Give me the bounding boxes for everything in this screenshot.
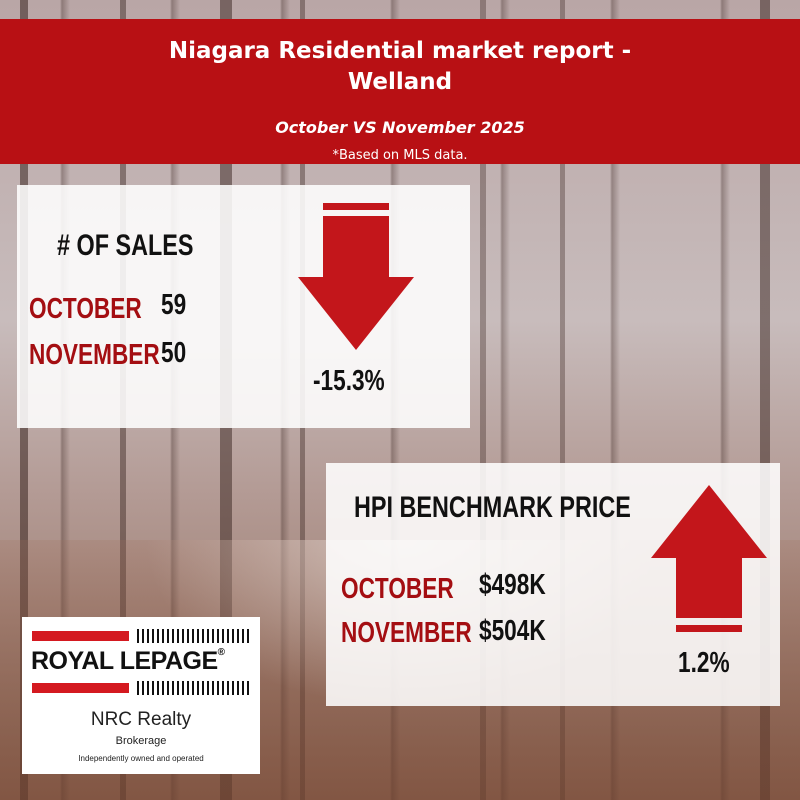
royal-lepage-logo: ROYAL LEPAGE® NRC Realty Brokerage Indep… xyxy=(22,617,260,774)
hpi-value-november: $504K xyxy=(479,615,546,647)
logo-red-bar-top xyxy=(32,631,129,641)
data-source-note: *Based on MLS data. xyxy=(332,148,468,163)
logo-stripes-top xyxy=(137,629,249,643)
logo-brand-text: ROYAL LEPAGE xyxy=(31,647,218,675)
hpi-month-november: NOVEMBER xyxy=(341,617,472,649)
sales-heading: # OF SALES xyxy=(57,229,194,262)
logo-registered-mark: ® xyxy=(217,647,225,658)
hpi-change-percent: 1.2% xyxy=(678,647,730,679)
sales-value-october: 59 xyxy=(161,289,187,321)
sales-month-october: OCTOBER xyxy=(29,293,142,325)
report-header: Niagara Residential market report - Well… xyxy=(0,19,800,164)
report-title: Niagara Residential market report - Well… xyxy=(0,36,800,98)
arrow-down-icon xyxy=(298,203,414,350)
hpi-heading: HPI BENCHMARK PRICE xyxy=(354,491,631,524)
arrow-up-icon xyxy=(651,485,767,632)
sales-change-percent: -15.3% xyxy=(313,365,385,397)
sales-value-november: 50 xyxy=(161,337,187,369)
hpi-value-october: $498K xyxy=(479,569,546,601)
logo-brokerage-label: Brokerage xyxy=(115,735,167,747)
hpi-month-october: OCTOBER xyxy=(341,573,454,605)
sales-panel: # OF SALES OCTOBER 59 NOVEMBER 50 -15.3% xyxy=(17,185,470,428)
report-title-line1: Niagara Residential market report - xyxy=(168,38,632,64)
logo-office-name: NRC Realty xyxy=(90,709,192,730)
report-subtitle: October VS November 2025 xyxy=(275,118,525,137)
logo-red-bar-bottom xyxy=(32,683,129,693)
logo-stripes-bottom xyxy=(137,681,249,695)
logo-brand-name: ROYAL LEPAGE® xyxy=(31,647,225,676)
logo-tagline: Independently owned and operated xyxy=(78,754,204,763)
report-title-line2: Welland xyxy=(347,69,453,95)
sales-month-november: NOVEMBER xyxy=(29,339,160,371)
hpi-panel: HPI BENCHMARK PRICE OCTOBER $498K NOVEMB… xyxy=(326,463,780,706)
